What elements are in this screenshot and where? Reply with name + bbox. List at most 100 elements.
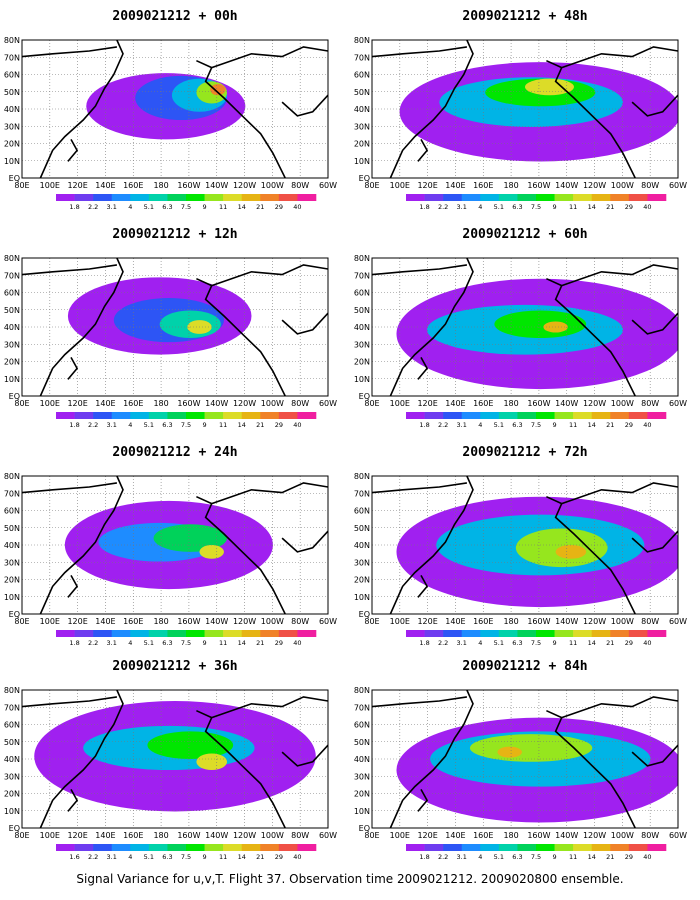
lat-tick-label: 70N bbox=[354, 489, 370, 498]
lon-tick-label: 160E bbox=[473, 181, 493, 190]
colorbar-label: 6.3 bbox=[512, 203, 522, 211]
colorbar-label: 14 bbox=[588, 203, 596, 211]
lat-tick-label: 50N bbox=[4, 524, 20, 533]
lon-tick-label: 100E bbox=[40, 831, 60, 840]
colorbar-swatch bbox=[406, 844, 425, 851]
coastline bbox=[554, 503, 636, 614]
lat-tick-label: 50N bbox=[354, 524, 370, 533]
lon-tick-label: 180 bbox=[503, 831, 518, 840]
colorbar-label: 5.1 bbox=[494, 421, 504, 429]
lon-tick-label: 80E bbox=[364, 399, 379, 408]
colorbar-swatch bbox=[610, 194, 630, 201]
colorbar-swatch bbox=[591, 412, 611, 419]
colorbar-swatch bbox=[186, 630, 205, 637]
colorbar-label: 40 bbox=[293, 203, 301, 211]
colorbar-label: 3.1 bbox=[107, 421, 117, 429]
colorbar-swatch bbox=[498, 630, 518, 637]
lon-tick-label: 160E bbox=[123, 831, 143, 840]
colorbar-swatch bbox=[443, 412, 463, 419]
panel-title: 2009021212 + 12h bbox=[112, 227, 237, 242]
lon-tick-label: 100E bbox=[390, 617, 410, 626]
colorbar-swatch bbox=[443, 194, 463, 201]
colorbar-label: 6.3 bbox=[512, 639, 522, 647]
lon-tick-label: 60W bbox=[319, 181, 337, 190]
lat-tick-label: 10N bbox=[4, 157, 20, 166]
colorbar-label: 11 bbox=[219, 421, 227, 429]
colorbar-swatch bbox=[260, 844, 280, 851]
variance-contour bbox=[525, 78, 574, 96]
colorbar-swatch bbox=[573, 412, 593, 419]
colorbar-swatch bbox=[461, 194, 481, 201]
colorbar-swatch bbox=[278, 194, 298, 201]
colorbar-label: 6.3 bbox=[512, 853, 522, 861]
colorbar-label: 1.8 bbox=[419, 203, 429, 211]
panel-title: 2009021212 + 24h bbox=[112, 445, 237, 460]
colorbar-swatch bbox=[610, 844, 630, 851]
lat-tick-label: 80N bbox=[4, 472, 20, 481]
colorbar-swatch bbox=[148, 194, 168, 201]
colorbar-label: 6.3 bbox=[512, 421, 522, 429]
colorbar-label: 4 bbox=[128, 639, 132, 647]
coastline bbox=[196, 46, 328, 69]
colorbar-label: 40 bbox=[293, 853, 301, 861]
panel-title: 2009021212 + 84h bbox=[462, 659, 587, 674]
colorbar-swatch bbox=[74, 194, 94, 201]
colorbar-label: 3.1 bbox=[457, 639, 467, 647]
lon-tick-label: 100W bbox=[611, 617, 634, 626]
colorbar-swatch bbox=[517, 630, 537, 637]
colorbar-label: 4 bbox=[478, 853, 482, 861]
colorbar-label: 2.2 bbox=[438, 203, 448, 211]
colorbar-label: 9 bbox=[553, 421, 557, 429]
colorbar-swatch bbox=[93, 412, 113, 419]
coastline bbox=[196, 482, 328, 505]
colorbar-label: 4 bbox=[478, 421, 482, 429]
lon-tick-label: 140E bbox=[445, 399, 465, 408]
coastline bbox=[281, 94, 328, 117]
colorbar-swatch bbox=[74, 630, 94, 637]
coastline bbox=[417, 139, 429, 162]
lon-tick-label: 120W bbox=[583, 181, 606, 190]
colorbar-swatch bbox=[56, 194, 75, 201]
coastline bbox=[554, 717, 636, 828]
lon-tick-label: 80E bbox=[14, 399, 29, 408]
colorbar-label: 40 bbox=[293, 639, 301, 647]
map-panel: EQ 10N 20N 30N 40N 50N 60N 70N 80N 80E 100E 120E 140… bbox=[354, 254, 687, 408]
lat-tick-label: 60N bbox=[4, 721, 20, 730]
colorbar-label: 21 bbox=[256, 639, 264, 647]
colorbar-swatch bbox=[498, 844, 518, 851]
colorbar-swatch bbox=[148, 844, 168, 851]
coastline bbox=[546, 482, 678, 505]
colorbar-swatch bbox=[536, 412, 555, 419]
colorbar-swatch bbox=[148, 412, 168, 419]
lat-tick-label: 20N bbox=[4, 790, 20, 799]
colorbar-label: 3.1 bbox=[457, 421, 467, 429]
colorbar-label: 7.5 bbox=[531, 853, 541, 861]
colorbar-label: 11 bbox=[569, 853, 577, 861]
coastline bbox=[67, 357, 79, 380]
colorbar-label: 9 bbox=[553, 203, 557, 211]
colorbar-swatch bbox=[130, 630, 150, 637]
lat-tick-label: 80N bbox=[354, 472, 370, 481]
colorbar-swatch bbox=[204, 844, 224, 851]
lat-tick-label: EQ bbox=[359, 392, 370, 401]
colorbar-swatch bbox=[241, 844, 261, 851]
coastline bbox=[22, 46, 118, 58]
map-panel: EQ 10N 20N 30N 40N 50N 60N 70N 80N 80E 100E 120E 140… bbox=[4, 36, 337, 190]
lat-tick-label: 80N bbox=[354, 36, 370, 45]
lon-tick-label: 140W bbox=[555, 181, 578, 190]
lat-tick-label: 60N bbox=[4, 289, 20, 298]
colorbar-label: 5.1 bbox=[144, 853, 154, 861]
lat-tick-label: 20N bbox=[354, 790, 370, 799]
coastline bbox=[417, 789, 429, 812]
coastline bbox=[631, 530, 678, 553]
lon-tick-label: 120W bbox=[233, 399, 256, 408]
colorbar-label: 1.8 bbox=[419, 639, 429, 647]
coastline bbox=[631, 94, 678, 117]
colorbar-label: 11 bbox=[219, 639, 227, 647]
colorbar-swatch bbox=[167, 194, 187, 201]
lon-tick-label: 160W bbox=[527, 181, 550, 190]
lon-tick-label: 180 bbox=[503, 617, 518, 626]
lat-tick-label: EQ bbox=[359, 174, 370, 183]
lon-tick-label: 100W bbox=[611, 181, 634, 190]
lon-tick-label: 80W bbox=[291, 831, 309, 840]
